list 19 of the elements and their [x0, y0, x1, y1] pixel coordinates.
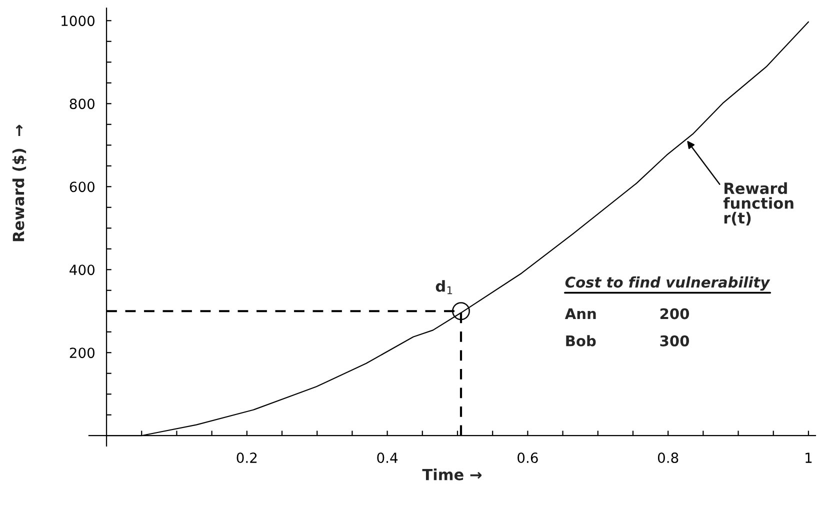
y-tick-label: 1000: [62, 16, 94, 26]
y-axis-title: Reward ($) →: [12, 124, 26, 242]
annotation: Reward function r(t): [723, 182, 794, 226]
y-tick-label: 400: [70, 264, 94, 276]
annotation: 200: [660, 308, 690, 320]
y-tick-label: 200: [70, 348, 94, 358]
annotation: 300: [660, 335, 690, 346]
x-tick-label: 0.6: [518, 452, 538, 464]
y-tick-label: 800: [70, 98, 94, 110]
x-tick-label: 0.4: [377, 452, 398, 464]
x-tick-label: 1: [806, 452, 812, 463]
x-tick-label: 0.2: [236, 452, 257, 464]
y-tick-label: 600: [70, 182, 94, 192]
annotation: Bob: [566, 335, 596, 346]
x-tick-label: 0.8: [658, 452, 678, 464]
annotation: Cost to find vulnerability: [565, 276, 770, 291]
annotation: Ann: [564, 308, 596, 320]
x-axis-title: Time →: [422, 468, 482, 480]
annotation: d$_{1}$: [436, 280, 452, 294]
